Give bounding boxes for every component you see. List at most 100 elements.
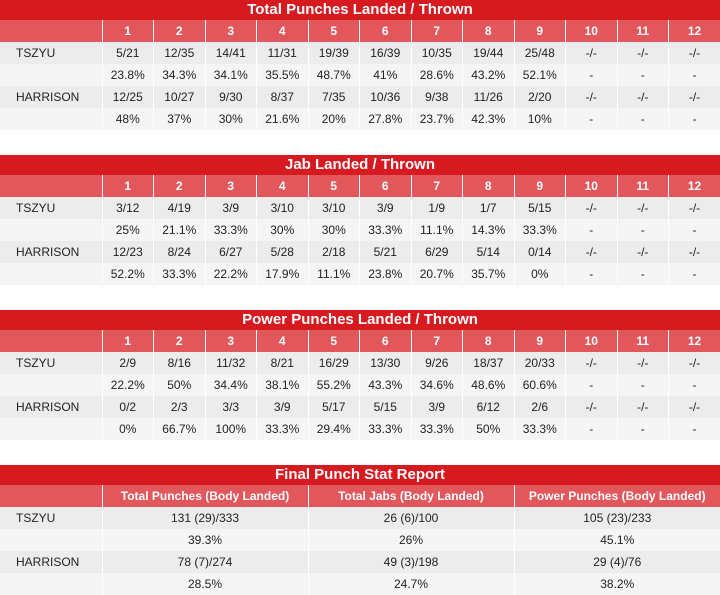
final-pct-cell: 26% bbox=[308, 529, 514, 551]
pct-cell: 11.1% bbox=[308, 263, 360, 285]
landed-cell: 3/9 bbox=[411, 396, 463, 418]
fighter-pct-row: 48% 37% 30% 21.6% 20% 27.8% 23.7% 42.3% … bbox=[0, 108, 720, 130]
landed-cell: 5/15 bbox=[514, 197, 566, 219]
round-header: 1 bbox=[102, 20, 154, 42]
final-value-cell: 29 (4)/76 bbox=[514, 551, 720, 573]
landed-cell: -/- bbox=[669, 197, 720, 219]
pct-cell: - bbox=[617, 108, 669, 130]
landed-cell: -/- bbox=[617, 42, 669, 64]
round-header: 11 bbox=[617, 330, 669, 352]
pct-cell: 100% bbox=[205, 418, 257, 440]
round-header-row: 1 2 3 4 5 6 7 8 9 10 11 12 bbox=[0, 330, 720, 352]
landed-cell: 2/18 bbox=[308, 241, 360, 263]
pct-cell: - bbox=[669, 374, 720, 396]
pct-cell: - bbox=[566, 263, 618, 285]
final-header-row: Total Punches (Body Landed) Total Jabs (… bbox=[0, 485, 720, 507]
pct-cell: 14.3% bbox=[463, 219, 515, 241]
pct-cell: - bbox=[669, 108, 720, 130]
landed-cell: 3/9 bbox=[205, 197, 257, 219]
final-header: Power Punches (Body Landed) bbox=[514, 485, 720, 507]
pct-cell: 17.9% bbox=[257, 263, 309, 285]
final-table: Total Punches (Body Landed) Total Jabs (… bbox=[0, 485, 720, 595]
final-value-cell: 49 (3)/198 bbox=[308, 551, 514, 573]
pct-cell: 25% bbox=[102, 219, 154, 241]
fighter-name: TSZYU bbox=[0, 507, 102, 529]
round-header: 2 bbox=[154, 20, 206, 42]
pct-cell: 22.2% bbox=[102, 374, 154, 396]
final-pct-cell: 39.3% bbox=[102, 529, 308, 551]
landed-cell: -/- bbox=[669, 352, 720, 374]
landed-cell: -/- bbox=[617, 396, 669, 418]
landed-cell: 14/41 bbox=[205, 42, 257, 64]
pct-cell: 48% bbox=[102, 108, 154, 130]
pct-cell: 48.6% bbox=[463, 374, 515, 396]
pct-cell: 33.3% bbox=[205, 219, 257, 241]
pct-cell: 0% bbox=[514, 263, 566, 285]
pct-cell: 43.2% bbox=[463, 64, 515, 86]
pct-cell: 48.7% bbox=[308, 64, 360, 86]
final-value-cell: 26 (6)/100 bbox=[308, 507, 514, 529]
pct-cell: 34.3% bbox=[154, 64, 206, 86]
round-header: 5 bbox=[308, 20, 360, 42]
header-blank bbox=[0, 20, 102, 42]
final-values-row: TSZYU 131 (29)/333 26 (6)/100 105 (23)/2… bbox=[0, 507, 720, 529]
round-header: 7 bbox=[411, 20, 463, 42]
landed-cell: -/- bbox=[669, 241, 720, 263]
landed-cell: 2/20 bbox=[514, 86, 566, 108]
round-header: 7 bbox=[411, 175, 463, 197]
landed-cell: 3/9 bbox=[257, 396, 309, 418]
landed-cell: 8/37 bbox=[257, 86, 309, 108]
fighter-pct-row: 0% 66.7% 100% 33.3% 29.4% 33.3% 33.3% 50… bbox=[0, 418, 720, 440]
landed-cell: 1/7 bbox=[463, 197, 515, 219]
fighter-pct-row: 25% 21.1% 33.3% 30% 30% 33.3% 11.1% 14.3… bbox=[0, 219, 720, 241]
round-header: 10 bbox=[566, 330, 618, 352]
pct-cell: - bbox=[669, 219, 720, 241]
landed-cell: 6/27 bbox=[205, 241, 257, 263]
pct-cell: 43.3% bbox=[360, 374, 412, 396]
pct-cell: 21.6% bbox=[257, 108, 309, 130]
pct-cell: 33.3% bbox=[360, 418, 412, 440]
header-blank bbox=[0, 175, 102, 197]
pct-cell: 33.3% bbox=[514, 219, 566, 241]
final-header: Total Jabs (Body Landed) bbox=[308, 485, 514, 507]
round-header: 1 bbox=[102, 330, 154, 352]
final-value-cell: 131 (29)/333 bbox=[102, 507, 308, 529]
landed-cell: 2/9 bbox=[102, 352, 154, 374]
pct-cell: 23.8% bbox=[360, 263, 412, 285]
round-table: 1 2 3 4 5 6 7 8 9 10 11 12 TSZYU 3/12 4/… bbox=[0, 175, 720, 285]
pct-cell: 34.4% bbox=[205, 374, 257, 396]
round-header: 9 bbox=[514, 175, 566, 197]
pct-cell: 23.8% bbox=[102, 64, 154, 86]
section-title: Total Punches Landed / Thrown bbox=[0, 0, 720, 20]
name-blank bbox=[0, 108, 102, 130]
pct-cell: 52.2% bbox=[102, 263, 154, 285]
final-header: Total Punches (Body Landed) bbox=[102, 485, 308, 507]
name-blank bbox=[0, 219, 102, 241]
pct-cell: 35.7% bbox=[463, 263, 515, 285]
pct-cell: - bbox=[566, 219, 618, 241]
landed-cell: 25/48 bbox=[514, 42, 566, 64]
fighter-pct-row: 52.2% 33.3% 22.2% 17.9% 11.1% 23.8% 20.7… bbox=[0, 263, 720, 285]
pct-cell: 50% bbox=[154, 374, 206, 396]
fighter-name: TSZYU bbox=[0, 42, 102, 64]
landed-cell: -/- bbox=[617, 197, 669, 219]
landed-cell: 20/33 bbox=[514, 352, 566, 374]
power-punches-section: Power Punches Landed / Thrown 1 2 3 4 5 … bbox=[0, 310, 720, 440]
landed-cell: 18/37 bbox=[463, 352, 515, 374]
landed-cell: 2/3 bbox=[154, 396, 206, 418]
pct-cell: - bbox=[617, 374, 669, 396]
round-header: 4 bbox=[257, 330, 309, 352]
round-header: 12 bbox=[669, 175, 720, 197]
landed-cell: 1/9 bbox=[411, 197, 463, 219]
landed-cell: 5/17 bbox=[308, 396, 360, 418]
landed-cell: 0/2 bbox=[102, 396, 154, 418]
round-header: 6 bbox=[360, 175, 412, 197]
pct-cell: 38.1% bbox=[257, 374, 309, 396]
landed-cell: -/- bbox=[669, 396, 720, 418]
landed-cell: 16/39 bbox=[360, 42, 412, 64]
landed-cell: -/- bbox=[669, 42, 720, 64]
pct-cell: 42.3% bbox=[463, 108, 515, 130]
pct-cell: - bbox=[566, 64, 618, 86]
round-header: 2 bbox=[154, 175, 206, 197]
pct-cell: 22.2% bbox=[205, 263, 257, 285]
